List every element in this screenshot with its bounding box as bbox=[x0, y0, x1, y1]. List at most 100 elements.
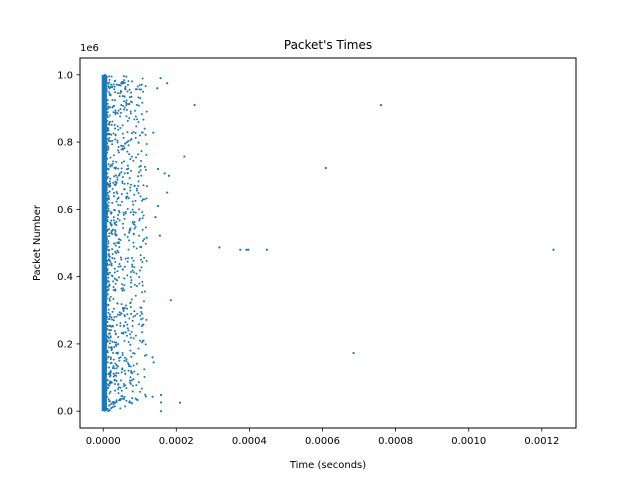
scatter-point bbox=[103, 229, 106, 232]
scatter-point bbox=[112, 191, 115, 194]
scatter-point bbox=[111, 406, 114, 409]
scatter-point bbox=[117, 213, 120, 216]
scatter-point bbox=[106, 194, 109, 197]
scatter-point bbox=[137, 121, 140, 124]
scatter-point bbox=[139, 254, 142, 257]
scatter-point bbox=[121, 268, 124, 271]
scatter-point bbox=[134, 211, 137, 214]
scatter-point bbox=[130, 379, 133, 382]
scatter-point bbox=[118, 219, 121, 222]
scatter-point bbox=[138, 219, 141, 222]
scatter-point bbox=[130, 95, 133, 98]
scatter-point bbox=[103, 101, 106, 104]
scatter-point bbox=[125, 360, 128, 363]
scatter-point bbox=[130, 285, 133, 288]
scatter-point bbox=[123, 289, 126, 292]
scatter-point bbox=[106, 116, 109, 119]
outlier-point bbox=[167, 174, 171, 177]
y-axis-label: Packet Number bbox=[32, 204, 43, 281]
scatter-point bbox=[111, 106, 114, 109]
scatter-point bbox=[134, 314, 137, 317]
scatter-point bbox=[103, 93, 106, 96]
scatter-point bbox=[107, 139, 110, 142]
scatter-point bbox=[106, 339, 109, 342]
scatter-point bbox=[103, 153, 106, 156]
scatter-point bbox=[111, 120, 114, 123]
scatter-point bbox=[106, 293, 109, 296]
scatter-point bbox=[105, 341, 108, 344]
scatter-point bbox=[115, 182, 118, 185]
scatter-point bbox=[103, 333, 106, 336]
scatter-point bbox=[115, 220, 118, 223]
scatter-point bbox=[144, 133, 147, 136]
scatter-point bbox=[134, 294, 137, 297]
scatter-point bbox=[104, 361, 107, 364]
scatter-point bbox=[105, 366, 108, 369]
scatter-point bbox=[103, 395, 106, 398]
scatter-point bbox=[121, 351, 124, 354]
scatter-point bbox=[104, 377, 107, 380]
scatter-point bbox=[113, 405, 116, 408]
scatter-point bbox=[117, 386, 120, 389]
scatter-point bbox=[126, 307, 129, 310]
scatter-point bbox=[120, 303, 123, 306]
scatter-point bbox=[116, 192, 119, 195]
scatter-point bbox=[103, 238, 106, 241]
scatter-point bbox=[119, 111, 122, 114]
scatter-point bbox=[117, 149, 120, 152]
scatter-point bbox=[130, 369, 133, 372]
scatter-point bbox=[108, 136, 111, 139]
scatter-point bbox=[127, 329, 130, 332]
scatter-point bbox=[132, 315, 135, 318]
scatter-point bbox=[103, 365, 106, 368]
scatter-point bbox=[111, 318, 114, 321]
scatter-point bbox=[111, 340, 114, 343]
scatter-point bbox=[103, 188, 106, 191]
scatter-point bbox=[105, 166, 108, 169]
scatter-point bbox=[113, 367, 116, 370]
plot-frame bbox=[79, 57, 577, 429]
scatter-point bbox=[107, 311, 110, 314]
scatter-point bbox=[104, 270, 107, 273]
scatter-point bbox=[123, 217, 126, 220]
scatter-point bbox=[139, 339, 142, 342]
y-offset-label: 1e6 bbox=[80, 43, 99, 54]
scatter-point bbox=[144, 226, 147, 229]
outlier-point bbox=[163, 172, 166, 175]
scatter-point bbox=[135, 247, 138, 250]
scatter-point bbox=[103, 195, 106, 198]
outlier-point bbox=[166, 191, 169, 194]
scatter-point bbox=[122, 310, 125, 313]
scatter-point bbox=[106, 237, 109, 240]
scatter-point bbox=[103, 284, 106, 287]
scatter-point bbox=[117, 382, 120, 385]
scatter-point bbox=[105, 254, 108, 257]
scatter-point bbox=[105, 81, 108, 84]
scatter-point bbox=[128, 333, 131, 336]
scatter-point bbox=[142, 184, 145, 187]
scatter-point bbox=[108, 114, 111, 117]
scatter-point bbox=[125, 399, 128, 402]
scatter-point bbox=[103, 147, 106, 150]
scatter-point bbox=[143, 256, 146, 259]
scatter-point bbox=[141, 284, 144, 287]
scatter-point bbox=[108, 123, 111, 126]
scatter-point bbox=[131, 384, 134, 387]
scatter-point bbox=[111, 229, 114, 232]
scatter-point bbox=[133, 352, 136, 355]
scatter-point bbox=[104, 315, 107, 318]
scatter-point bbox=[141, 331, 144, 334]
scatter-point bbox=[116, 141, 119, 144]
scatter-point bbox=[103, 107, 106, 110]
scatter-point bbox=[123, 339, 126, 342]
scatter-point bbox=[123, 397, 126, 400]
scatter-point bbox=[104, 300, 107, 303]
scatter-point bbox=[115, 372, 118, 375]
scatter-point bbox=[140, 150, 143, 153]
scatter-point bbox=[137, 381, 140, 384]
scatter-point bbox=[132, 130, 135, 133]
scatter-point bbox=[115, 191, 118, 194]
scatter-point bbox=[108, 93, 111, 96]
scatter-point bbox=[144, 168, 147, 171]
scatter-point bbox=[108, 297, 111, 300]
